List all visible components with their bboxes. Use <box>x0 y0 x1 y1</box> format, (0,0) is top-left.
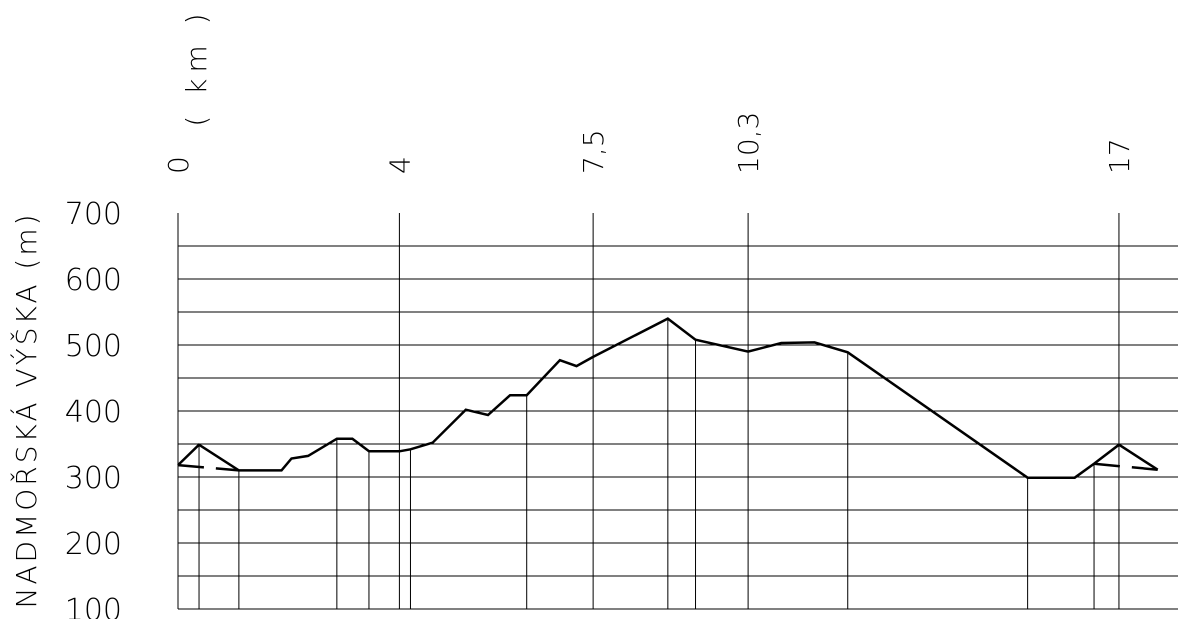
y-tick-label-500: 500 <box>65 329 122 364</box>
dashed-segment-0 <box>177 463 240 472</box>
series-line-elevation <box>177 317 1159 479</box>
drop-lines-layer <box>198 318 1095 609</box>
x-tick-label-4: 4 <box>383 156 416 174</box>
y-tick-label-100: 100 <box>65 593 122 619</box>
grid-layer <box>177 213 1178 610</box>
y-tick-label-300: 300 <box>65 461 122 496</box>
x-tick-label-10,3: 10,3 <box>732 112 765 174</box>
x-axis-unit-label: ( km ) <box>180 7 213 126</box>
x-tick-label-0: 0 <box>162 156 195 174</box>
dashed-segment-1 <box>1093 462 1158 471</box>
labels-layer: NADMOŘSKÁ VÝŠKA (m) ( km ) 100 200 300 400 5… <box>9 7 1136 619</box>
series-layer <box>177 317 1159 479</box>
x-tick-label-7,5: 7,5 <box>577 129 610 174</box>
y-tick-label-700: 700 <box>65 197 122 232</box>
y-tick-label-400: 400 <box>65 395 122 430</box>
y-axis-label: NADMOŘSKÁ VÝŠKA (m) <box>9 211 43 608</box>
x-tick-label-17: 17 <box>1103 138 1136 174</box>
y-tick-label-200: 200 <box>65 527 122 562</box>
y-tick-label-600: 600 <box>65 263 122 298</box>
